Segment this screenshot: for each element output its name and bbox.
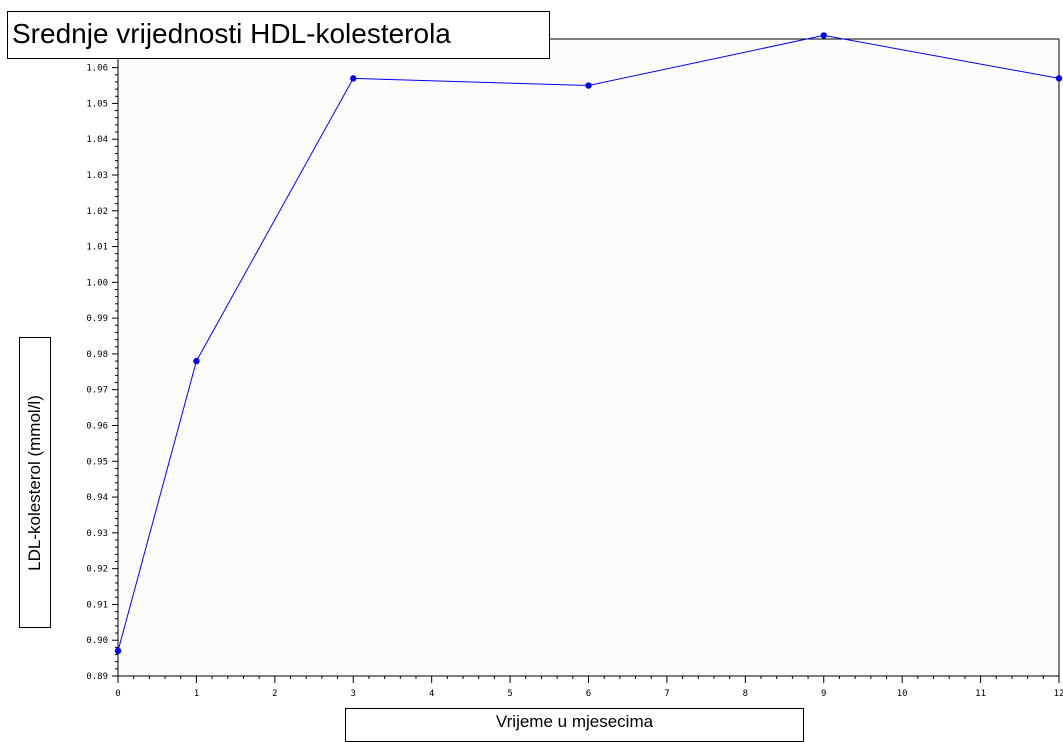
y-tick-label: 0.89 <box>86 672 108 682</box>
x-tick-label: 9 <box>821 689 826 699</box>
data-point <box>820 32 827 39</box>
x-axis-label-box: Vrijeme u mjesecima <box>345 708 804 742</box>
y-tick-label: 1.03 <box>86 171 108 181</box>
y-tick-label: 0.98 <box>86 350 108 360</box>
x-tick-label: 7 <box>664 689 669 699</box>
y-tick-label: 1.00 <box>86 278 108 288</box>
y-tick-label: 0.93 <box>86 529 108 539</box>
y-axis-label-box: LDL-kolesterol (mmol/l) <box>19 337 51 628</box>
data-point <box>350 75 357 82</box>
y-tick-label: 0.90 <box>86 636 108 646</box>
data-point <box>585 82 592 89</box>
x-tick-label: 0 <box>115 689 120 699</box>
x-tick-label: 5 <box>507 689 512 699</box>
x-tick-label: 8 <box>743 689 748 699</box>
y-axis: 0.89 0.90 0.91 0.92 0.93 0.94 0.95 0.96 0.97 0.98… <box>86 64 118 682</box>
data-series <box>114 32 1063 655</box>
x-tick-label: 1 <box>194 689 199 699</box>
chart-title-box: Srednje vrijednosti HDL-kolesterola <box>7 11 550 59</box>
x-tick-label: 12 <box>1054 689 1063 699</box>
y-tick-label: 1.04 <box>86 135 108 145</box>
y-tick-label: 0.97 <box>86 386 108 396</box>
y-tick-label: 0.92 <box>86 565 108 575</box>
y-tick-label: 1.05 <box>86 99 108 109</box>
chart-title: Srednje vrijednosti HDL-kolesterola <box>12 18 451 49</box>
data-point <box>114 647 122 655</box>
y-tick-label: 0.95 <box>86 457 108 467</box>
x-axis-label: Vrijeme u mjesecima <box>495 712 654 731</box>
x-tick-label: 10 <box>897 689 908 699</box>
y-tick-label: 0.94 <box>86 493 108 503</box>
y-tick-label: 1.02 <box>86 207 108 217</box>
y-tick-label: 0.96 <box>86 421 108 431</box>
x-axis: 0 1 2 3 4 5 6 7 8 9 10 11 12 <box>115 676 1063 699</box>
data-point <box>1055 75 1063 82</box>
y-axis-label: LDL-kolesterol (mmol/l) <box>25 394 44 571</box>
y-tick-label: 0.99 <box>86 314 108 324</box>
x-tick-label: 11 <box>975 689 986 699</box>
y-tick-label: 1.01 <box>86 243 108 253</box>
series-line <box>117 34 1060 652</box>
data-point <box>193 357 200 365</box>
x-tick-label: 3 <box>351 689 356 699</box>
x-tick-label: 2 <box>272 689 277 699</box>
x-tick-label: 6 <box>586 689 591 699</box>
y-tick-label: 1.06 <box>86 64 108 74</box>
y-tick-label: 0.91 <box>86 600 108 610</box>
x-tick-label: 4 <box>429 689 434 699</box>
plot-area <box>118 39 1059 676</box>
